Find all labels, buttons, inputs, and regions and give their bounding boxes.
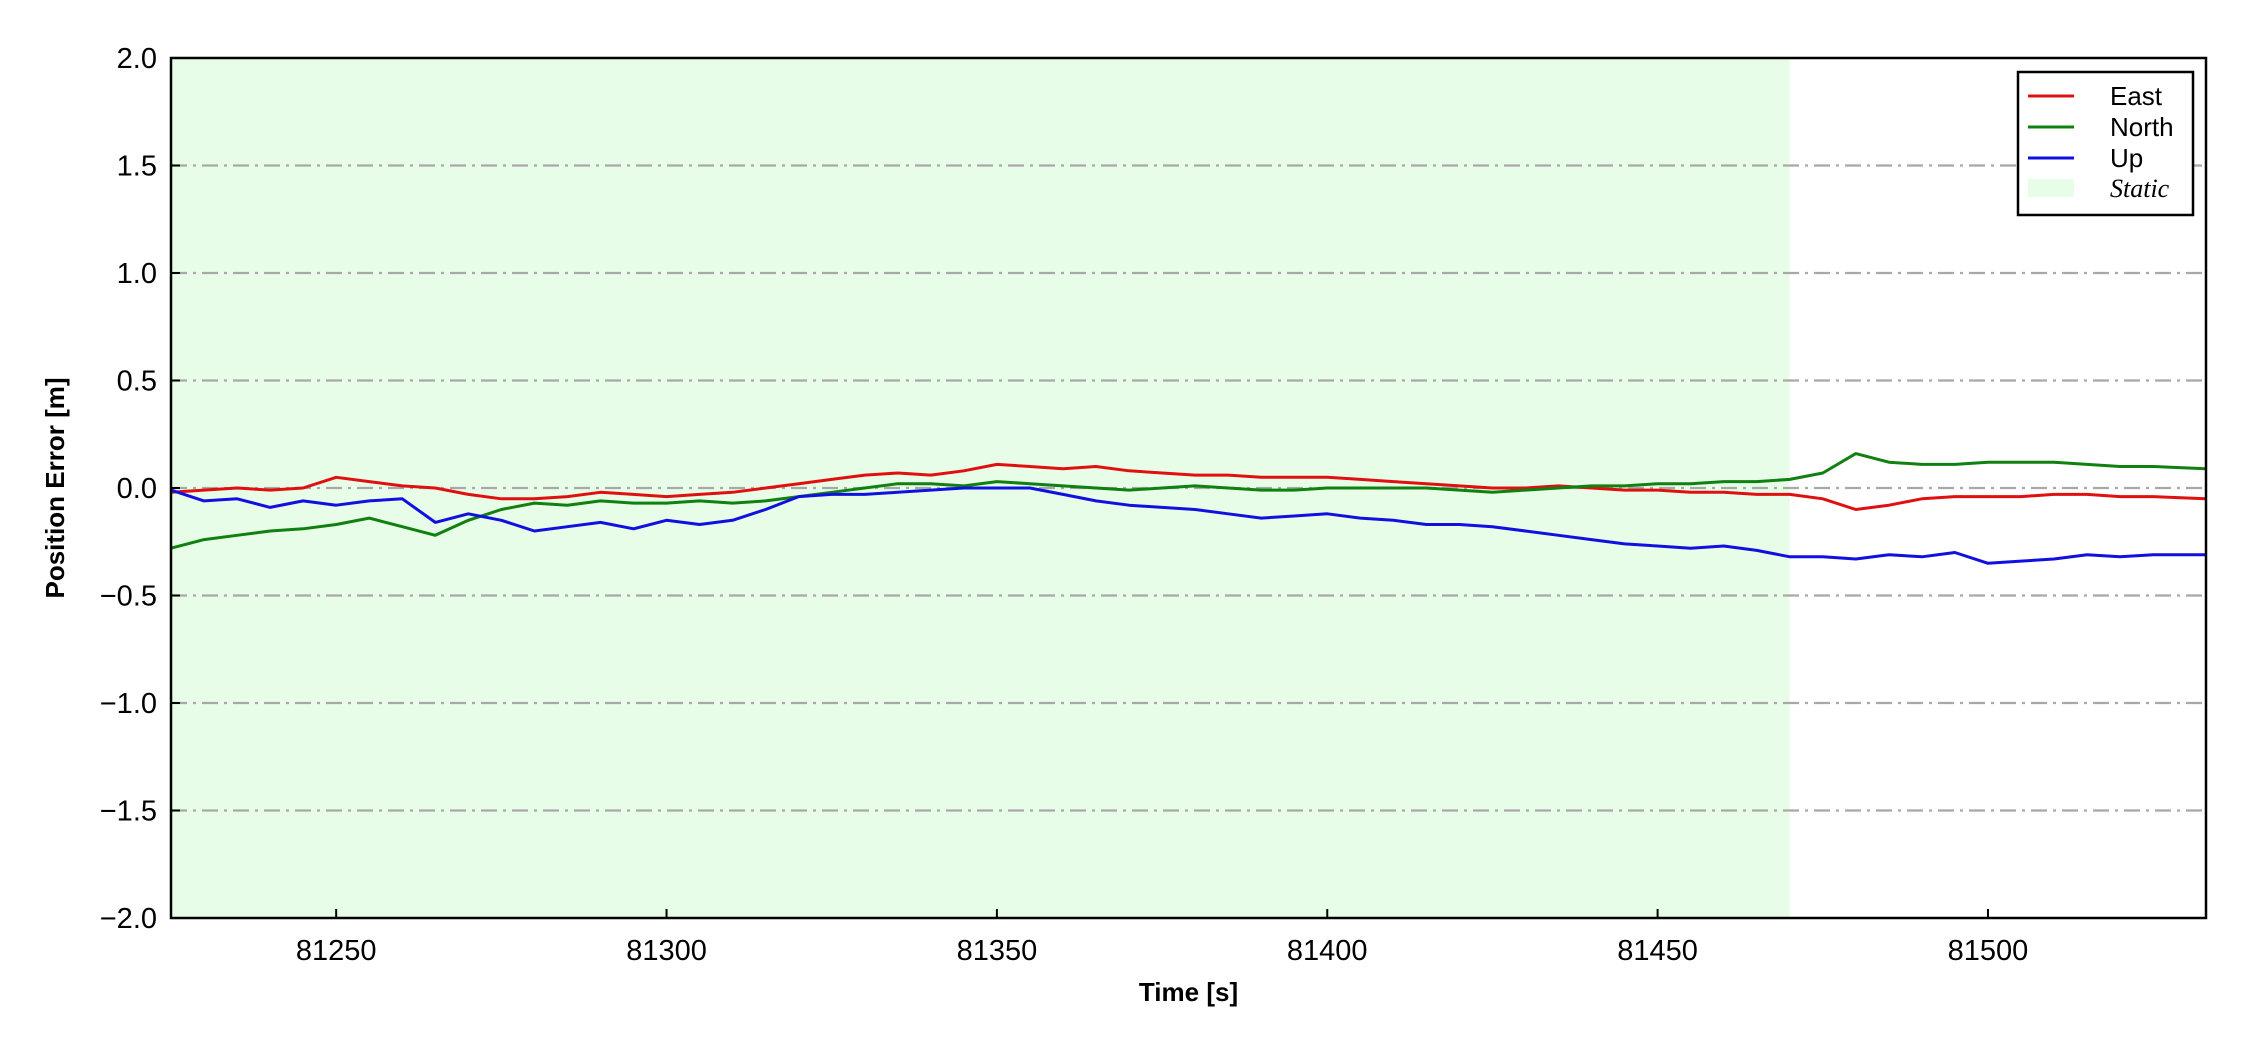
legend-label-static: Static [2110, 174, 2170, 203]
y-tick-label: 0.0 [117, 473, 157, 505]
y-tick-label: −2.0 [100, 903, 157, 935]
y-tick-label: 1.0 [117, 258, 157, 290]
series-lines [170, 452, 2207, 565]
x-tick-label: 81450 [1617, 935, 1698, 967]
x-tick-label: 81350 [957, 935, 1038, 967]
x-tick-label: 81500 [1948, 935, 2029, 967]
legend-label-north: North [2110, 112, 2174, 142]
axis-ticks: 81250 81300 81350 81400 81450 81500 −2.0 −1.5 −1… [100, 43, 2029, 967]
series-line-east [170, 462, 2207, 511]
y-tick-label: −0.5 [100, 581, 157, 613]
x-axis-title: Time [s] [1139, 977, 1238, 1007]
y-tick-label: 2.0 [117, 43, 157, 75]
y-axis-title: Position Error [m] [40, 377, 70, 598]
x-tick-label: 81400 [1287, 935, 1368, 967]
y-tick-label: −1.5 [100, 796, 157, 828]
legend-label-east: East [2110, 81, 2163, 111]
y-tick-label: 0.5 [117, 366, 157, 398]
legend-label-up: Up [2110, 143, 2143, 173]
series-line-north [170, 452, 2207, 550]
y-tick-label: 1.5 [117, 151, 157, 183]
x-tick-label: 81250 [296, 935, 377, 967]
x-tick-label: 81300 [626, 935, 707, 967]
legend-swatch-static [2028, 179, 2074, 197]
series-line-up [170, 486, 2206, 565]
y-tick-label: −1.0 [100, 688, 157, 720]
